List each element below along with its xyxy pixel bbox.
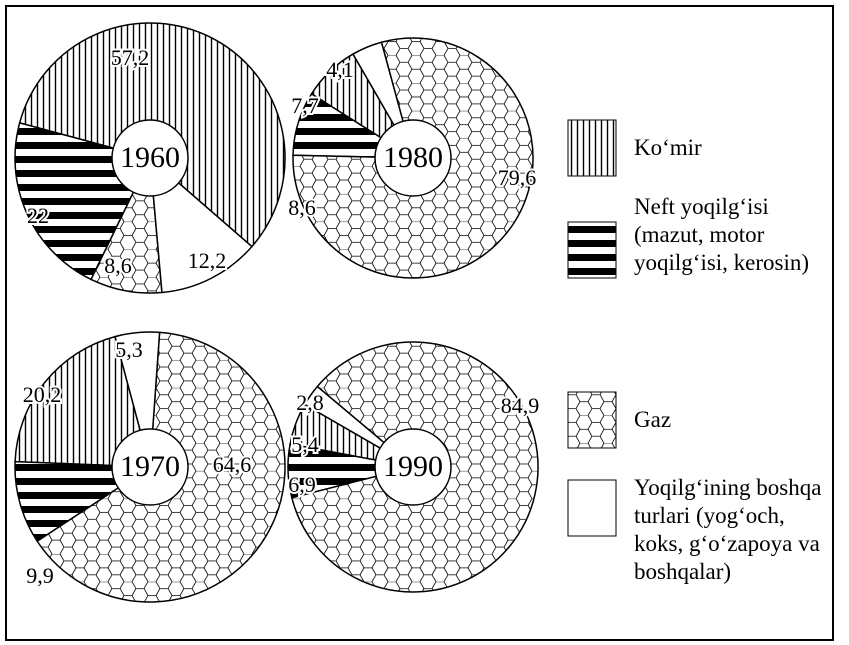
- data-label: 20,2: [23, 382, 62, 407]
- legend-swatch: [567, 119, 617, 177]
- legend-label: Yoqilg‘ining boshqa turlari (yog‘och, ko…: [634, 475, 822, 584]
- legend-label: Ko‘mir: [634, 135, 702, 160]
- pie-title: 1970: [120, 450, 180, 483]
- data-label: 12,2: [188, 248, 227, 273]
- data-label: 4,1: [326, 57, 354, 82]
- pie-slice: [14, 335, 151, 468]
- data-label: 57,2: [111, 45, 150, 70]
- pie-center: [374, 119, 452, 197]
- pie-slice: [149, 156, 253, 294]
- data-label: 79,6: [498, 165, 537, 190]
- data-label: 22: [27, 203, 49, 228]
- data-label: 84,9: [501, 393, 540, 418]
- legend-label: Neft yoqilg‘isi (mazut, motor yoqilg‘isi…: [634, 194, 810, 275]
- frame: [5, 5, 834, 641]
- legend-swatch: [567, 391, 617, 449]
- data-label: 64,6: [213, 452, 252, 477]
- legend-label: Gaz: [634, 407, 672, 432]
- pie-title: 1980: [383, 141, 443, 174]
- data-label: 7,7: [291, 93, 319, 118]
- data-label: 5,4: [291, 432, 319, 457]
- data-label: 9,9: [26, 563, 54, 588]
- legend-swatch: [567, 479, 617, 537]
- data-label: 5,3: [115, 337, 143, 362]
- legend-swatch: [567, 221, 617, 279]
- data-label: 8,6: [104, 253, 132, 278]
- pie-title: 1990: [383, 450, 443, 483]
- data-label: 6,9: [288, 472, 316, 497]
- pie-center: [111, 119, 189, 197]
- data-label: 8,6: [288, 195, 316, 220]
- pie-center: [111, 428, 189, 506]
- pie-center: [374, 428, 452, 506]
- data-label: 2,8: [296, 390, 324, 415]
- pie-title: 1960: [120, 141, 180, 174]
